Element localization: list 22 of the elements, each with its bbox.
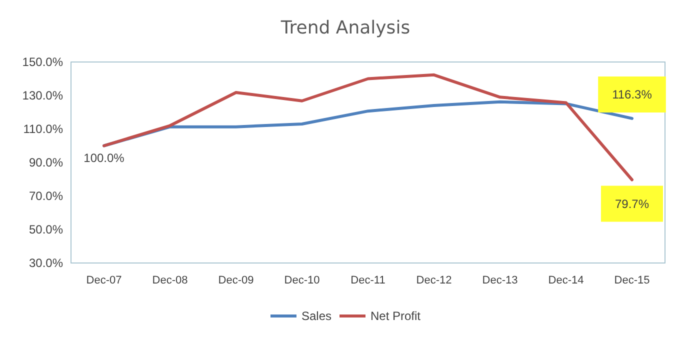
y-tick-label: 110.0% [23,122,64,136]
y-tick-label: 50.0% [28,222,64,236]
y-tick-label: 30.0% [28,256,64,270]
x-tick-label: Dec-14 [548,274,584,286]
x-tick-label: Dec-08 [152,274,188,286]
legend-label: Net Profit [370,309,422,323]
data-label: 79.7% [614,196,650,211]
y-tick-label: 70.0% [28,189,64,203]
y-tick-label: 90.0% [28,156,64,170]
x-tick-label: Dec-10 [284,274,320,286]
x-tick-label: Dec-15 [614,274,650,286]
x-tick-label: Dec-09 [218,274,254,286]
x-tick-label: Dec-07 [86,274,122,286]
y-tick-label: 150.0% [22,55,64,69]
x-tick-label: Dec-12 [416,274,452,286]
legend-label: Sales [301,309,332,323]
chart-title: Trend Analysis [280,18,410,38]
y-tick-label: 130.0% [22,88,64,102]
data-label: 100.0% [84,150,125,165]
data-label: 116.3% [612,87,652,102]
x-tick-label: Dec-11 [350,274,386,286]
x-tick-label: Dec-13 [482,274,518,286]
